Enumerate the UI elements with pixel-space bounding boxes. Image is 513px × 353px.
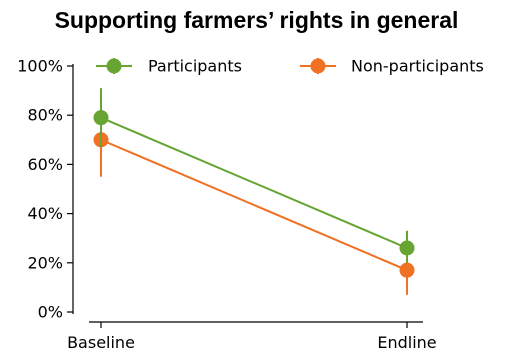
y-tick-label: 60% (27, 155, 63, 174)
non-participants-point (399, 262, 415, 278)
y-tick-label: 20% (27, 253, 63, 272)
legend-non-participants-label: Non-participants (351, 57, 484, 76)
legend-non-participants-marker (310, 58, 326, 74)
non-participants-line (100, 138, 408, 272)
participants-point (399, 240, 415, 256)
participants-line (100, 116, 408, 249)
legend-participants-marker (106, 58, 122, 74)
x-tick-label: Baseline (67, 333, 135, 352)
chart-title: Supporting farmers’ rights in general (54, 7, 459, 33)
y-tick-label: 40% (27, 204, 63, 223)
y-tick-label: 80% (27, 106, 63, 125)
x-tick-label: Endline (377, 333, 436, 352)
y-tick-label: 100% (17, 57, 63, 76)
y-tick-label: 0% (38, 303, 63, 322)
participants-point (93, 110, 109, 126)
legend-participants-label: Participants (148, 57, 242, 76)
